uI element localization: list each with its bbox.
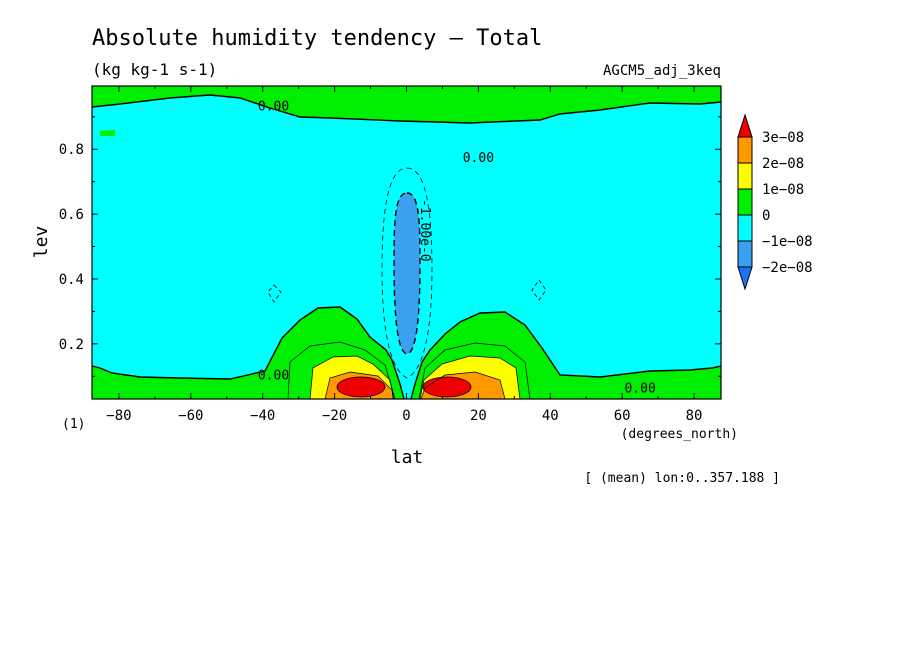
y-axis-label: lev bbox=[31, 226, 52, 259]
contour-label: 0.00 bbox=[463, 151, 494, 166]
experiment-label: AGCM5_adj_3keq bbox=[603, 63, 721, 79]
colorbar-label: 3e−08 bbox=[762, 130, 804, 146]
contour-small-neg-north bbox=[531, 279, 547, 301]
colorbar-box bbox=[737, 240, 753, 268]
contour-3e-08-north bbox=[422, 376, 472, 398]
contour-1e-08-south bbox=[309, 355, 395, 399]
colorbar-arrow-bottom bbox=[737, 266, 753, 291]
contour-zero-lower-south bbox=[92, 306, 405, 399]
colorbar-label: −2e−08 bbox=[762, 260, 813, 276]
y-tick-label: 0.8 bbox=[59, 142, 84, 158]
contour-field bbox=[92, 86, 721, 399]
region-neg1e-08-core bbox=[394, 193, 420, 354]
x-axis-label: lat bbox=[391, 447, 424, 468]
y-axis: 0.2 0.4 0.6 0.8 bbox=[59, 116, 721, 377]
colorbar-label: −1e−08 bbox=[762, 234, 813, 250]
region-upper-positive-island bbox=[100, 130, 115, 136]
colorbar-label: 2e−08 bbox=[762, 156, 804, 172]
colorbar-arrow-top bbox=[737, 113, 753, 138]
contour-labels: 0.00 0.00 0.00 0.00 -1.00e-0 bbox=[258, 99, 656, 396]
x-tick-label: −80 bbox=[106, 408, 131, 424]
contour-neg5e-09 bbox=[381, 167, 433, 379]
x-tick-label: −20 bbox=[322, 408, 347, 424]
x-tick-label: 40 bbox=[542, 408, 559, 424]
y-axis-units: (1) bbox=[62, 417, 85, 432]
region-3e-08-north bbox=[423, 377, 471, 397]
colorbar-box bbox=[737, 162, 753, 190]
footer-note: [ (mean) lon:0..357.188 ] bbox=[584, 471, 780, 486]
contour-neg1e-08 bbox=[393, 192, 421, 355]
y-tick-label: 0.2 bbox=[59, 337, 84, 353]
x-tick-label: 0 bbox=[402, 408, 410, 424]
contour-label: -1.00e-0 bbox=[417, 199, 432, 262]
colorbar-box bbox=[737, 136, 753, 164]
contour-5e-09-south bbox=[287, 341, 396, 399]
contour-zero-upper bbox=[92, 94, 721, 124]
colorbar-box bbox=[737, 188, 753, 216]
x-axis: −80 −60 −40 −20 0 20 40 60 80 bbox=[106, 86, 702, 424]
x-axis-units: (degrees_north) bbox=[621, 427, 738, 442]
contour-2e-08-south bbox=[324, 371, 394, 399]
contour-label: 0.00 bbox=[258, 369, 289, 384]
contour-small-neg-south bbox=[267, 284, 282, 303]
contour-3e-08-south bbox=[336, 376, 386, 398]
x-tick-label: 60 bbox=[614, 408, 631, 424]
colorbar-box bbox=[737, 214, 753, 242]
region-3e-08-south bbox=[337, 377, 385, 397]
y-tick-label: 0.4 bbox=[59, 272, 84, 288]
x-tick-label: 20 bbox=[470, 408, 487, 424]
contour-label: 0.00 bbox=[624, 382, 655, 397]
region-upper-positive bbox=[92, 86, 721, 123]
contour-label: 0.00 bbox=[258, 99, 289, 114]
chart-units: (kg kg-1 s-1) bbox=[92, 60, 217, 79]
x-tick-label: −60 bbox=[178, 408, 203, 424]
x-tick-label: −40 bbox=[250, 408, 275, 424]
colorbar: 3e−08 2e−08 1e−08 0 −1e−08 −2e−08 bbox=[737, 113, 813, 291]
colorbar-label: 1e−08 bbox=[762, 182, 804, 198]
contour-zero-lower-north bbox=[410, 311, 721, 399]
x-tick-label: 80 bbox=[686, 408, 703, 424]
colorbar-label: 0 bbox=[762, 208, 770, 224]
chart-title: Absolute humidity tendency — Total bbox=[92, 26, 542, 51]
contour-1e-08-north bbox=[419, 355, 521, 399]
contour-5e-09-north bbox=[418, 342, 531, 399]
y-tick-label: 0.6 bbox=[59, 207, 84, 223]
